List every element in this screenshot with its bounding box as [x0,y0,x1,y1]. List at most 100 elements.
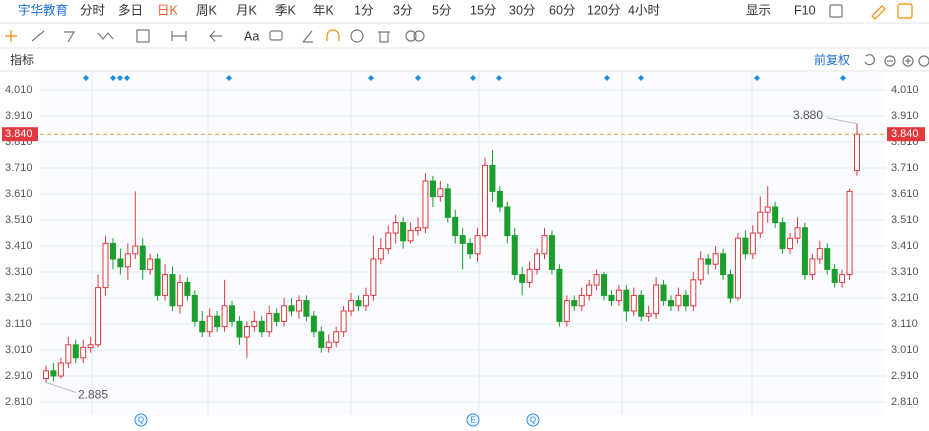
candle-body [720,253,727,276]
candle-body [772,206,779,224]
drawing-tools[interactable] [5,29,425,43]
last-price-label-right: 3.840 [891,128,919,140]
candle-body [214,315,221,328]
event-icon[interactable] [466,413,480,427]
candle-body [459,235,466,244]
zoom-controls[interactable] [864,54,929,67]
period-tab[interactable]: 60分 [549,3,575,17]
candle-body [787,237,794,250]
period-tab[interactable]: 1分 [354,3,373,17]
candle-body [191,294,198,322]
candle-body [422,180,429,229]
candle-body [288,305,295,312]
event-icon[interactable] [134,413,148,427]
candle-body [481,164,488,237]
candle-body [407,229,414,242]
candle-body [757,211,764,234]
event-icon[interactable] [526,413,540,427]
period-tab[interactable]: 分时 [80,3,106,17]
candle-body [206,315,213,333]
candle-body [854,133,860,172]
candle-body [333,331,340,343]
candle-body [80,346,87,359]
candle-body [846,190,853,276]
candle-body [623,289,630,312]
adjust-button[interactable]: 前复权 [814,52,850,67]
event-diamond [496,75,502,81]
candle-body [87,344,94,348]
period-tab[interactable]: 日K [157,3,179,17]
event-diamond [368,75,374,81]
y-tick-label-right: 4.010 [891,84,919,96]
event-diamond [840,75,846,81]
candle-body [132,245,139,255]
indicator-button[interactable]: 指标 [10,52,34,67]
candle-body [452,216,459,237]
period-tab[interactable]: 季K [275,3,297,17]
candle-body [362,294,369,307]
y-tick-label: 4.010 [5,84,33,96]
y-tick-label: 3.910 [5,110,33,122]
candle-body [839,274,846,283]
event-diamond [226,75,232,81]
candle-body [273,313,280,322]
candle-body [325,341,332,348]
candle-body [682,294,689,307]
candle-body [176,281,183,307]
last-price-box [2,127,38,142]
candle-body [697,258,704,281]
candle-body [608,294,615,302]
candle-body [764,206,771,213]
candle-body [734,237,741,299]
f10-button[interactable]: F10 [794,3,816,17]
candle-body [229,305,236,322]
high-label: 3.880 [793,108,823,122]
stock-name[interactable]: 宇华教育 [18,2,68,17]
candle-body [519,274,526,283]
y-tick-label-right: 3.010 [891,344,919,356]
candle-body [563,300,570,322]
event-diamond [638,75,644,81]
display-menu[interactable]: 显示 [746,3,771,17]
candle-body [571,300,578,307]
candle-body [496,190,503,208]
period-tab[interactable]: 15分 [470,3,496,17]
top-right-icons[interactable] [829,3,913,20]
period-tab[interactable]: 120分 [587,3,620,17]
y-tick-label-right: 2.910 [891,370,919,382]
candle-body [690,279,697,307]
candle-body [645,313,652,317]
candle-body [147,258,154,270]
candle-body [511,235,518,276]
period-tab[interactable]: 30分 [509,3,535,17]
y-tick-label: 3.310 [5,266,33,278]
low-label: 2.885 [78,388,108,402]
candle-body [548,235,555,270]
period-tab[interactable]: 多日 [118,3,143,17]
period-tab[interactable]: 月K [236,3,258,17]
text-tool[interactable]: Aa [244,29,259,43]
y-tick-label-right: 3.910 [891,110,919,122]
candle-body [586,284,593,296]
candle-body [727,274,734,299]
period-tab[interactable]: 3分 [393,3,412,17]
candle-body [615,289,622,302]
y-tick-label: 3.010 [5,344,33,356]
period-tab[interactable]: 周K [196,3,218,17]
candle-body [295,300,302,312]
candle-body [415,227,422,231]
candle-body [258,320,265,333]
candle-body [236,320,243,338]
event-diamond [110,75,116,81]
candle-body [429,180,436,198]
candle-body [556,268,563,322]
period-tab[interactable]: 4小时 [628,3,660,17]
period-tab[interactable]: 5分 [432,3,451,17]
candle-body [169,274,176,307]
candle-body [162,274,169,296]
last-price-box-right [887,127,925,142]
period-tab[interactable]: 年K [313,3,335,17]
y-tick-label: 3.610 [5,188,33,200]
candle-body [243,326,250,338]
event-diamond [415,75,421,81]
